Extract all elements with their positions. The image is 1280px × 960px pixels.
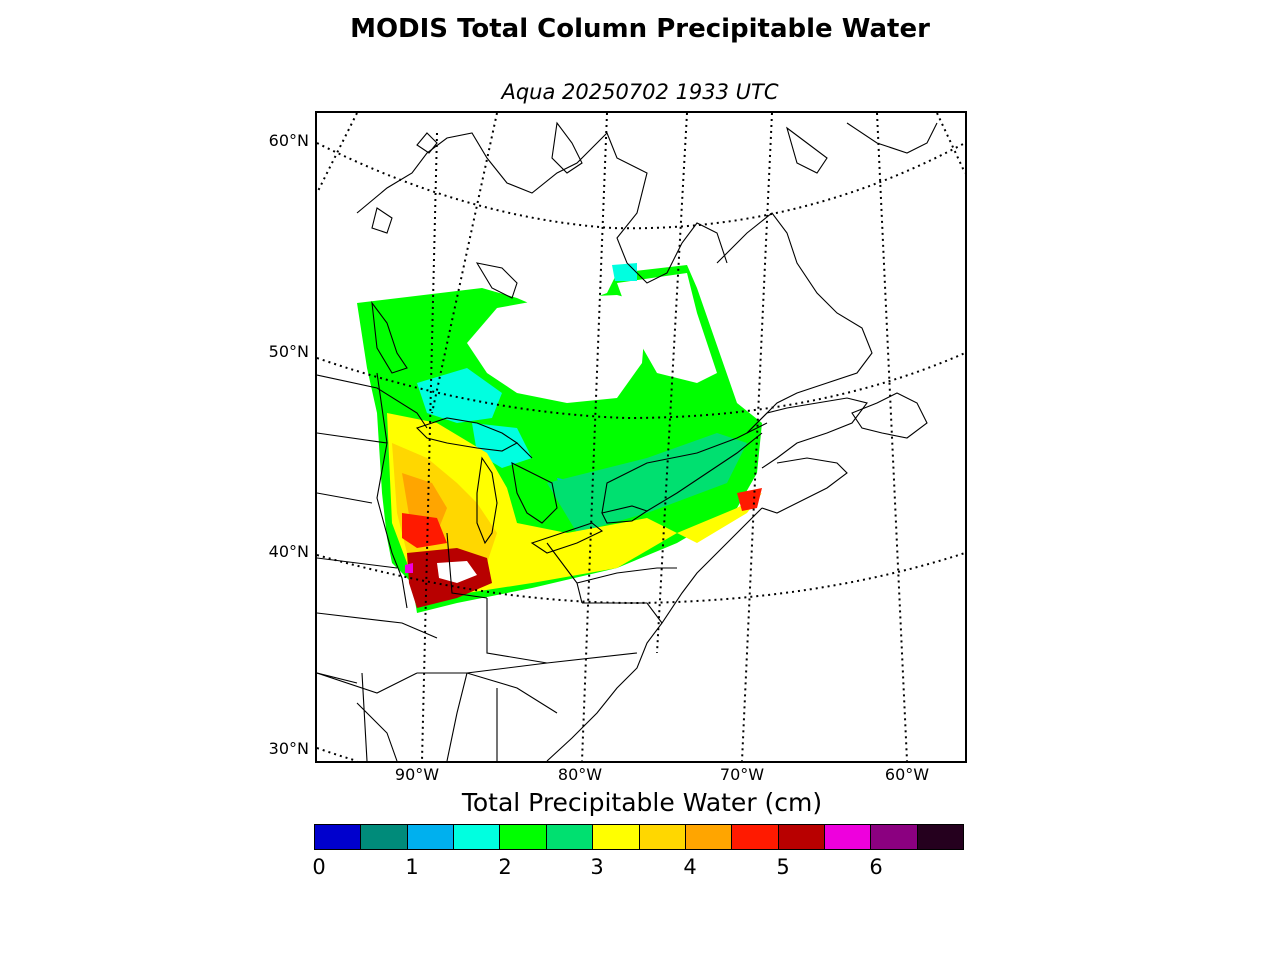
arctic-islands: [551, 121, 938, 174]
swath-east-red: [737, 488, 762, 511]
graticule-lon-60w: [876, 113, 908, 761]
colorbar-segment: [732, 825, 779, 849]
colorbar-segment: [315, 825, 362, 849]
swath-east-yellow: [677, 493, 762, 543]
swath-gap-ne: [617, 273, 717, 383]
swath-red: [402, 513, 447, 548]
colorbar-tick-0: 0: [312, 855, 326, 879]
great-lakes-superior: [415, 417, 519, 452]
lat-label-30: 30°N: [268, 739, 309, 758]
lon-label-90w: 90°W: [394, 765, 440, 784]
us-gulf-region: [317, 672, 398, 761]
colorbar-segment: [685, 825, 733, 849]
hudson-bay-coast: [356, 132, 728, 284]
st-lawrence-river: [646, 432, 763, 512]
map-title: MODIS Total Column Precipitable Water: [350, 14, 930, 44]
colorbar-segment: [824, 825, 872, 849]
swath-magenta: [405, 563, 413, 573]
gulf-st-lawrence: [746, 397, 868, 469]
colorbar-segment: [639, 825, 686, 849]
colorbar-tick-2: 2: [498, 855, 512, 879]
swath-cyan-4: [612, 263, 637, 281]
james-bay: [475, 262, 518, 299]
state-lines: [317, 372, 677, 761]
great-lakes-michigan: [476, 456, 498, 545]
quebec-labrador-coast: [716, 212, 873, 434]
swath-white-hole: [437, 561, 477, 583]
hudson-bay-islands: [371, 132, 438, 234]
graticule-lon-80w: [581, 113, 608, 761]
map-panel: [315, 111, 967, 763]
colorbar-tick-6: 6: [869, 855, 883, 879]
colorbar-segment: [546, 825, 594, 849]
graticule-lat-60: [317, 142, 965, 230]
colorbar-segment: [778, 825, 825, 849]
lon-label-80w: 80°W: [557, 765, 603, 784]
lon-label-70w: 70°W: [719, 765, 765, 784]
lat-label-50: 50°N: [268, 342, 309, 361]
colorbar-segment: [407, 825, 455, 849]
colorbar-segment: [871, 825, 918, 849]
colorbar-segment: [454, 825, 501, 849]
graticule-lon-75w: [656, 113, 688, 654]
graticule-lat-30: [317, 747, 358, 761]
great-lakes-ontario: [601, 505, 649, 524]
great-lakes-huron: [511, 462, 558, 524]
tpw-swath: [357, 263, 762, 613]
lat-label-40: 40°N: [268, 542, 309, 561]
colorbar: [314, 824, 964, 850]
atlantic-coast: [546, 507, 763, 761]
colorbar-segment: [593, 825, 640, 849]
colorbar-tick-3: 3: [590, 855, 604, 879]
lat-label-60: 60°N: [268, 131, 309, 150]
colorbar-tick-4: 4: [683, 855, 697, 879]
swath-cyan-1: [417, 368, 502, 423]
graticule-lon-55w: [936, 113, 965, 174]
colorbar-tick-5: 5: [776, 855, 790, 879]
colorbar-segment: [917, 825, 964, 849]
great-lakes-erie: [530, 522, 604, 554]
coastlines-borders: [317, 121, 938, 761]
swath-gap-north: [467, 295, 647, 403]
canada-us-border: [317, 374, 768, 514]
colorbar-segment: [361, 825, 408, 849]
newfoundland: [851, 392, 928, 439]
swath-teal-2: [547, 433, 747, 533]
lake-winnipeg-shore: [371, 301, 408, 374]
colorbar-segment: [500, 825, 547, 849]
nova-scotia: [761, 457, 848, 514]
precipitable-water-map: [317, 113, 965, 761]
lon-label-60w: 60°W: [884, 765, 930, 784]
colorbar-tick-1: 1: [405, 855, 419, 879]
colorbar-title: Total Precipitable Water (cm): [461, 788, 823, 817]
map-subtitle: Aqua 20250702 1933 UTC: [501, 80, 779, 104]
graticule-lon-90w: [317, 113, 438, 761]
